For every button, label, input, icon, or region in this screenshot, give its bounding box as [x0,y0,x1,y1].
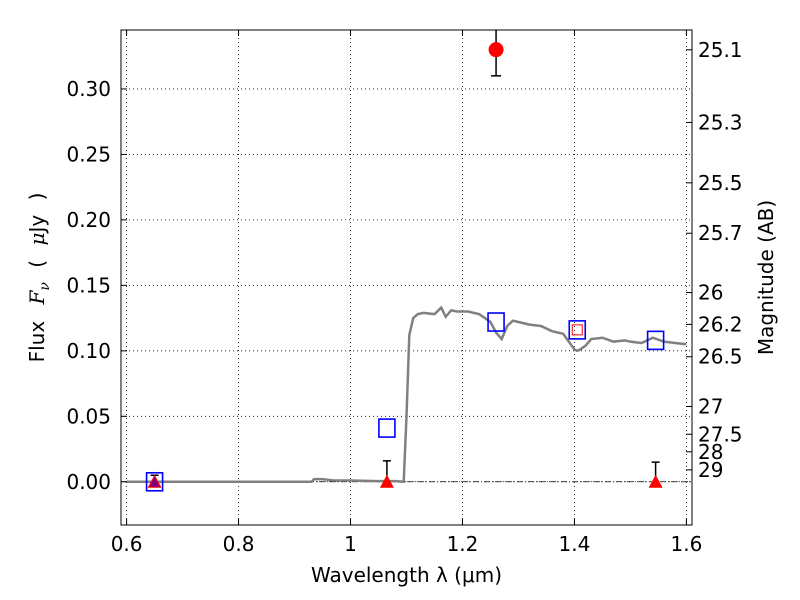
y-title-subscript: ν [37,282,53,291]
y-tick-label: 0.20 [66,208,111,232]
mag-tick-label: 26.5 [698,345,743,369]
mag-tick-label: 27.5 [698,422,743,446]
y-title-open-paren: ( [25,260,49,268]
x-tick-label: 1 [344,532,357,556]
y-tick-label: 0.30 [66,77,111,101]
model-photometry-square [145,471,164,492]
y-axis-title-right: Magnitude (AB) [754,200,778,355]
plot-frame [120,29,693,526]
y-title-symbol: F [25,289,49,305]
mag-tick-label: 27 [698,394,723,418]
mag-tick-label: 29 [698,458,723,482]
overlap-triangle [149,476,160,487]
y-tick-label: 0.00 [66,470,111,494]
mag-tick-label: 26.2 [698,312,743,336]
grid-lines [121,30,692,525]
x-tick-label: 0.6 [111,532,143,556]
model-photometry-square [487,312,505,332]
y-title-close-paren: ) [25,193,49,201]
mag-tick-label: 26 [698,281,723,305]
y-tick-label: 0.25 [66,142,111,166]
model-photometry-square [646,330,665,351]
x-tick-label: 1.4 [559,532,591,556]
y-title-unit-mu: μ [25,233,49,246]
y-title-unit: Jy [25,215,49,235]
model-photometry-square [568,320,587,340]
model-photometry-square [378,418,396,438]
x-tick-label: 0.8 [223,532,255,556]
mag-tick-label: 25.5 [698,171,743,195]
axis-ticks [121,30,692,525]
y-axis-title-left: Flux Fν ( μJy ) [25,193,54,363]
detection-point [488,42,504,58]
model-spectrum-line [126,305,687,484]
mag-tick-label: 25.3 [698,110,743,134]
y-tick-label: 0.05 [66,404,111,428]
y-tick-label: 0.15 [66,273,111,297]
upper-limit-triangle [648,474,663,488]
small-model-square [571,324,583,336]
upper-limit-triangle [379,474,394,488]
mag-tick-label: 25.1 [698,38,743,62]
data-markers [145,30,665,492]
x-tick-label: 1.6 [670,532,702,556]
x-tick-label: 1.2 [447,532,479,556]
mag-tick-label: 28 [698,440,723,464]
x-axis-title: Wavelength λ (μm) [311,563,502,587]
y-tick-label: 0.10 [66,339,111,363]
mag-tick-label: 25.7 [698,221,743,245]
axis-tick-labels: 0.6 0.8 1 1.2 1.4 1.6 0.00 0.05 0.10 0.15 0.20 0.25… [66,38,742,556]
y-title-prefix: Flux [25,321,49,363]
